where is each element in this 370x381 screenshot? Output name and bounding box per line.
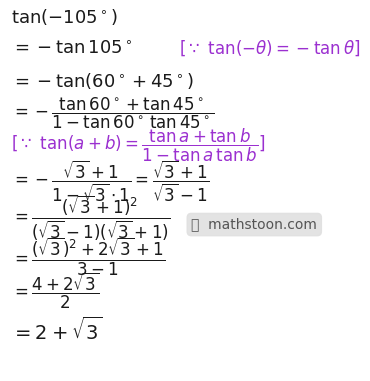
Text: $[\because\ \tan(a+b) = \dfrac{\tan a + \tan b}{1 - \tan a\,\tan b}]$: $[\because\ \tan(a+b) = \dfrac{\tan a + … <box>11 127 265 165</box>
Text: $= -\tan 105^\circ$: $= -\tan 105^\circ$ <box>11 40 132 58</box>
Text: $= -\dfrac{\tan 60^\circ + \tan 45^\circ}{1 - \tan 60^\circ\,\tan 45^\circ}$: $= -\dfrac{\tan 60^\circ + \tan 45^\circ… <box>11 95 214 131</box>
Text: $[\because\ \tan(-\theta) = -\tan\theta]$: $[\because\ \tan(-\theta) = -\tan\theta]… <box>179 39 360 58</box>
Text: $= 2 + \sqrt{3}$: $= 2 + \sqrt{3}$ <box>11 317 102 344</box>
Text: $\tan(-105^\circ)$: $\tan(-105^\circ)$ <box>11 6 117 27</box>
Text: 🔒  mathstoon.com: 🔒 mathstoon.com <box>191 218 317 232</box>
Text: $= -\tan(60^\circ + 45^\circ)$: $= -\tan(60^\circ + 45^\circ)$ <box>11 71 194 91</box>
Text: $= \dfrac{4 + 2\sqrt{3}}{2}$: $= \dfrac{4 + 2\sqrt{3}}{2}$ <box>11 271 99 311</box>
Text: $= -\dfrac{\sqrt{3}+1}{1-\sqrt{3}\cdot 1} = \dfrac{\sqrt{3}+1}{\sqrt{3}-1}$: $= -\dfrac{\sqrt{3}+1}{1-\sqrt{3}\cdot 1… <box>11 159 209 204</box>
Text: $= \dfrac{(\sqrt{3})^2 + 2\sqrt{3} + 1}{3-1}$: $= \dfrac{(\sqrt{3})^2 + 2\sqrt{3} + 1}{… <box>11 235 165 278</box>
Text: $= \dfrac{(\sqrt{3}+1)^2}{(\sqrt{3}-1)(\sqrt{3}+1)}$: $= \dfrac{(\sqrt{3}+1)^2}{(\sqrt{3}-1)(\… <box>11 194 170 243</box>
